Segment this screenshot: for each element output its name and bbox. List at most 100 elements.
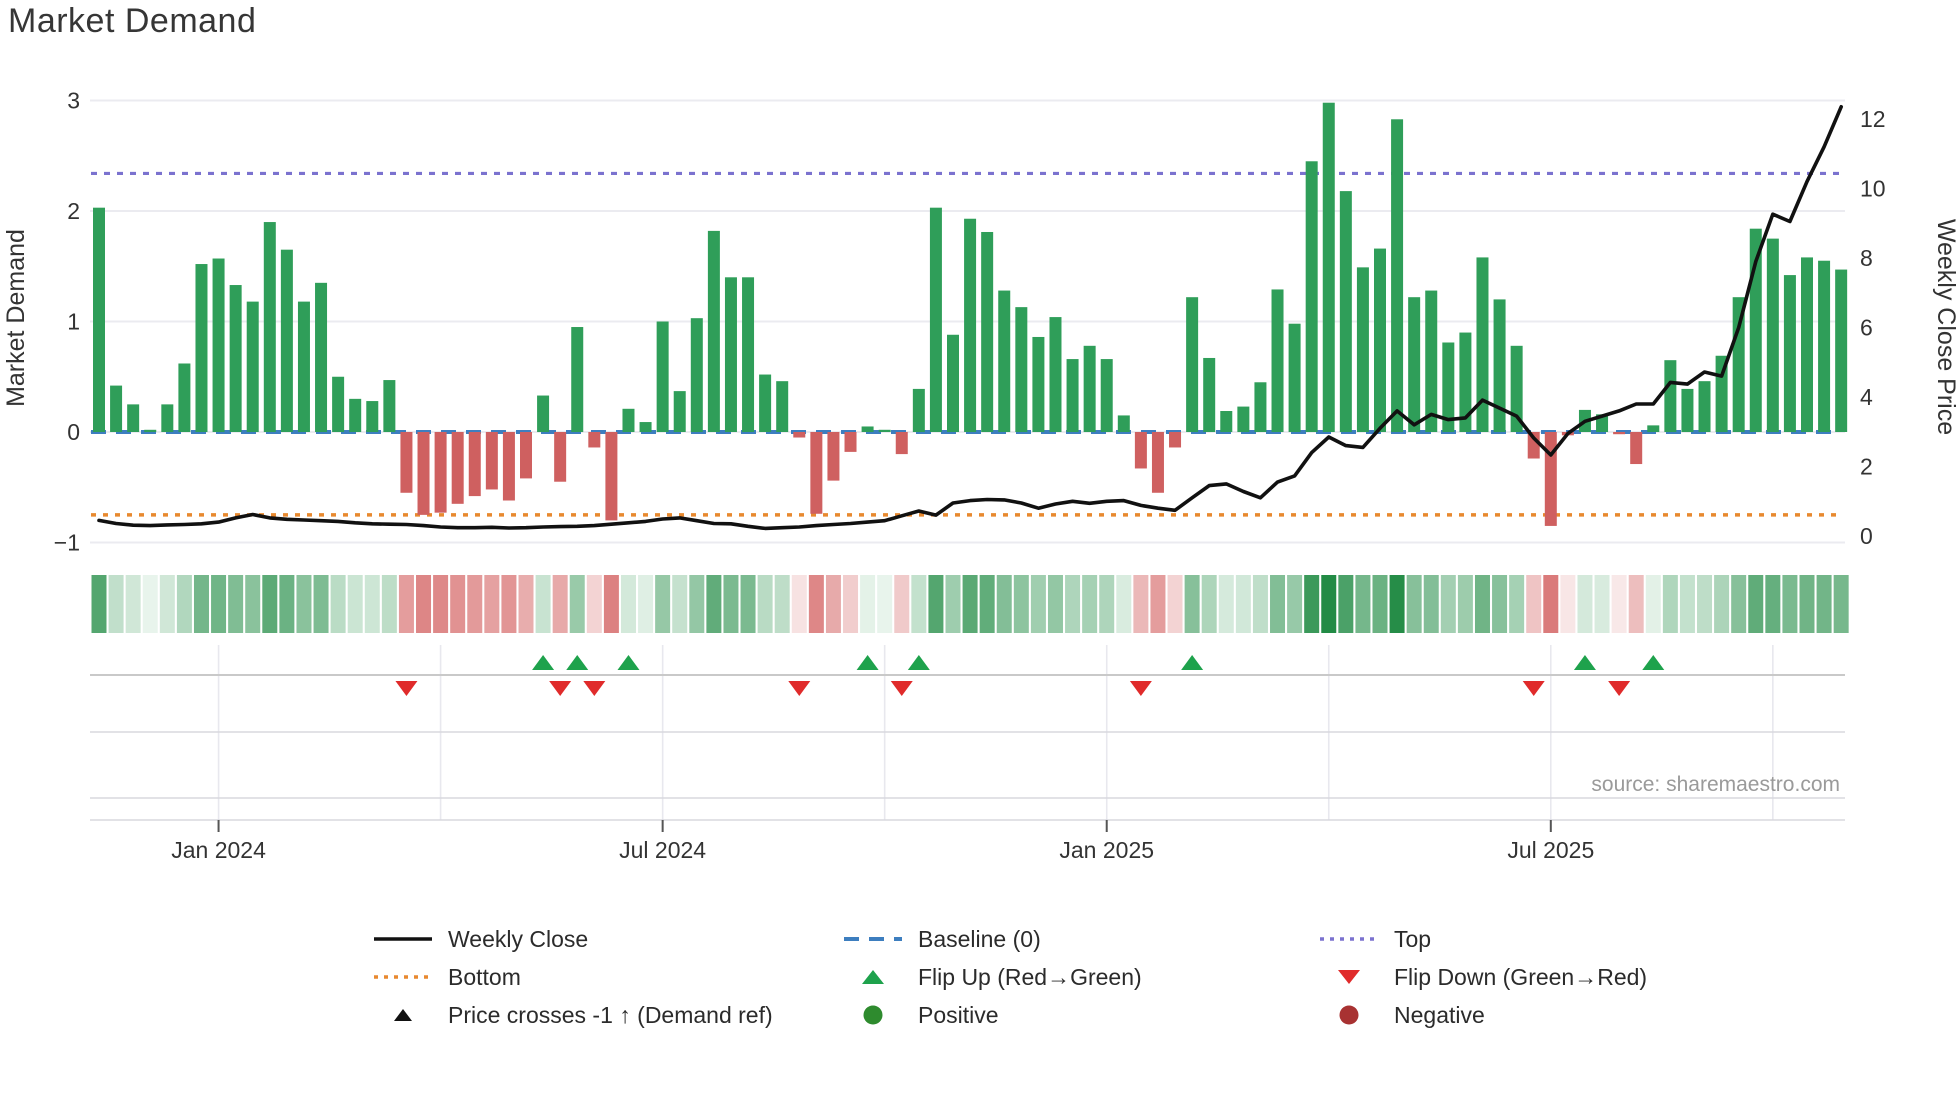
demand-bar-negative <box>844 432 857 452</box>
demand-bar-positive <box>656 321 669 432</box>
heatmap-cell <box>159 575 175 633</box>
demand-bar-positive <box>1117 415 1130 432</box>
heatmap-cell <box>1270 575 1286 633</box>
heatmap-cell <box>1440 575 1456 633</box>
demand-bar-positive <box>1339 191 1352 432</box>
demand-bar-positive <box>1801 257 1813 432</box>
heatmap-cell <box>467 575 483 633</box>
demand-bar-positive <box>1186 297 1199 432</box>
demand-bar-positive <box>366 401 379 432</box>
weekly-close-path <box>97 105 1843 531</box>
heatmap-cell <box>791 575 807 633</box>
heatmap-cell <box>1543 575 1559 633</box>
right-tick-label: 6 <box>1860 315 1873 341</box>
left-tick-label: 1 <box>67 309 80 335</box>
heatmap-cell <box>1099 575 1115 633</box>
demand-bar-positive <box>297 301 310 432</box>
demand-bar-positive <box>1783 275 1796 432</box>
heatmap-cell <box>279 575 295 633</box>
heatmap-cell <box>1201 575 1217 633</box>
flip-down-marker <box>788 681 811 696</box>
heatmap-cell <box>962 575 978 633</box>
heatmap-cell <box>638 575 654 633</box>
heatmap-cell <box>1474 575 1490 633</box>
heatmap-cell <box>484 575 500 633</box>
demand-bar-positive <box>776 381 789 432</box>
heatmap-cell <box>1457 575 1473 633</box>
heatmap-cell <box>774 575 790 633</box>
subpanel-borders <box>90 645 1845 821</box>
heatmap-cell <box>1714 575 1730 633</box>
demand-bar-positive <box>110 385 123 432</box>
heatmap-cell <box>1321 575 1337 633</box>
heatmap-cell <box>518 575 534 633</box>
heatmap-cell <box>586 575 602 633</box>
right-tick-label: 10 <box>1860 176 1886 202</box>
demand-bar-positive <box>912 388 925 432</box>
heatmap-cell <box>1526 575 1542 633</box>
heatmap-cell <box>825 575 841 633</box>
demand-bar-positive <box>263 222 276 432</box>
demand-bar-positive <box>1322 102 1335 433</box>
demand-bar-positive <box>332 376 345 432</box>
heatmap-cell <box>1065 575 1081 633</box>
demand-bar-positive <box>981 231 994 432</box>
demand-bar-negative <box>810 432 823 514</box>
heatmap-cell <box>1167 575 1183 633</box>
flip-up-triangle-icon <box>862 970 884 984</box>
heatmap-cell <box>996 575 1012 633</box>
demand-bar-negative <box>1630 432 1643 465</box>
flip-up-marker <box>1573 655 1596 670</box>
heatmap-cell <box>176 575 192 633</box>
demand-bar-positive <box>690 318 703 432</box>
heatmap-cell <box>193 575 209 633</box>
flip-down-marker <box>1522 681 1545 696</box>
demand-bar-positive <box>195 264 208 432</box>
demand-bar-positive <box>571 327 584 432</box>
heatmap-cell <box>877 575 893 633</box>
demand-bar-positive <box>878 429 891 432</box>
heatmap-cell <box>1133 575 1149 633</box>
flip-down-marker <box>583 681 606 696</box>
flip-up-marker <box>1181 655 1204 670</box>
heatmap-cell <box>1252 575 1268 633</box>
heatmap-cell <box>1082 575 1098 633</box>
heatmap-cell <box>330 575 346 633</box>
right-tick-label: 4 <box>1860 384 1873 410</box>
legend-item-top: Top <box>1318 920 1647 958</box>
demand-bar-positive <box>212 258 225 432</box>
heatmap-cell <box>860 575 876 633</box>
demand-bar-positive <box>280 249 293 432</box>
right-tick-label: 2 <box>1860 454 1873 480</box>
demand-bar-negative <box>400 432 413 493</box>
demand-bar-positive <box>1032 336 1045 432</box>
demand-bar-positive <box>1647 425 1660 432</box>
demand-bar-negative <box>605 432 618 521</box>
heatmap-cell <box>1782 575 1798 633</box>
demand-bar-negative <box>1169 432 1182 448</box>
demand-bar-positive <box>1203 357 1216 432</box>
demand-bar-negative <box>1613 432 1626 435</box>
legend-label: Negative <box>1394 1001 1485 1028</box>
heatmap-cell <box>1645 575 1661 633</box>
flip-up-marker <box>532 655 555 670</box>
heatmap-cell <box>1662 575 1678 633</box>
demand-bar-positive <box>622 408 635 432</box>
heatmap-cell <box>1799 575 1815 633</box>
demand-bar-positive <box>1698 381 1711 432</box>
demand-bar-positive <box>1476 257 1489 432</box>
heatmap-cell <box>1577 575 1593 633</box>
heatmap-cell <box>706 575 722 633</box>
heatmap-cell <box>1816 575 1832 633</box>
legend-label: Flip Up (Red→Green) <box>918 963 1142 990</box>
heatmap-cell <box>620 575 636 633</box>
weekly-close-line <box>97 105 1843 531</box>
x-tick-label: Jan 2025 <box>1059 837 1154 863</box>
demand-bar-positive <box>742 277 755 432</box>
right-tick-label: 12 <box>1860 106 1886 132</box>
left-tick-label: 2 <box>67 198 80 224</box>
demand-bar-negative <box>502 432 515 501</box>
page-title: Market Demand <box>8 2 257 40</box>
